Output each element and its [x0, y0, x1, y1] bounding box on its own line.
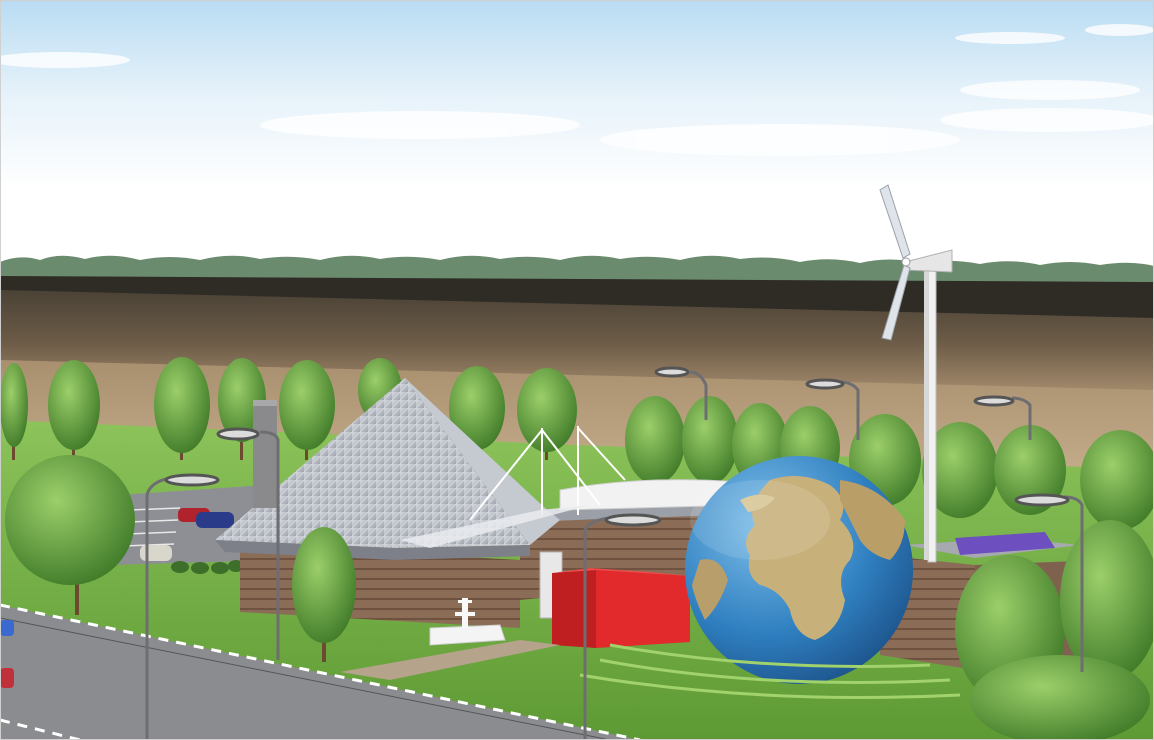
continent-south-america	[692, 559, 728, 620]
red-block-front	[552, 570, 596, 648]
continent-asia	[840, 480, 905, 560]
tree	[279, 360, 335, 460]
tree	[970, 655, 1150, 740]
street-lamp	[654, 366, 708, 420]
tree	[682, 396, 738, 484]
globe-dome	[685, 456, 913, 684]
parked-car	[140, 545, 172, 561]
tree	[1080, 430, 1154, 530]
lawn-terraces	[579, 643, 961, 699]
wind-turbine	[879, 184, 953, 563]
tree	[0, 363, 28, 460]
sky	[0, 0, 1154, 270]
turbine-blade	[879, 184, 911, 259]
clouds	[0, 24, 1154, 156]
walkway	[340, 640, 560, 680]
road	[0, 603, 641, 740]
tree	[292, 527, 356, 662]
tree	[994, 425, 1066, 515]
red-block-side	[596, 570, 690, 648]
continent-europe-africa	[746, 476, 854, 640]
cable-mast	[469, 426, 626, 521]
tree	[449, 366, 505, 460]
hedge-row	[171, 560, 244, 574]
tree	[1060, 520, 1154, 680]
plowed-field	[0, 290, 1154, 392]
street-lamps	[145, 366, 1084, 740]
street-lamp	[583, 513, 662, 740]
moving-car	[0, 620, 14, 636]
street-lamp	[145, 473, 220, 740]
street-lamp	[805, 378, 860, 440]
street-lamp	[1014, 493, 1084, 672]
pyramid-roof-side	[405, 378, 560, 545]
tree	[5, 455, 135, 615]
tree	[154, 357, 210, 460]
turbine-blade	[881, 264, 911, 341]
chimney	[253, 400, 277, 508]
street-lamp	[216, 427, 280, 660]
pyramid-roof	[215, 378, 530, 548]
dark-field-band	[0, 276, 1154, 320]
tree-row-front	[5, 455, 1154, 740]
fountain	[429, 598, 506, 646]
tree	[48, 360, 100, 460]
solar-panel	[955, 532, 1055, 555]
tree	[625, 396, 685, 484]
parked-car	[196, 512, 234, 528]
street-lamp	[973, 395, 1032, 440]
tree	[517, 368, 577, 460]
moving-car	[0, 668, 14, 688]
tree	[922, 422, 998, 518]
